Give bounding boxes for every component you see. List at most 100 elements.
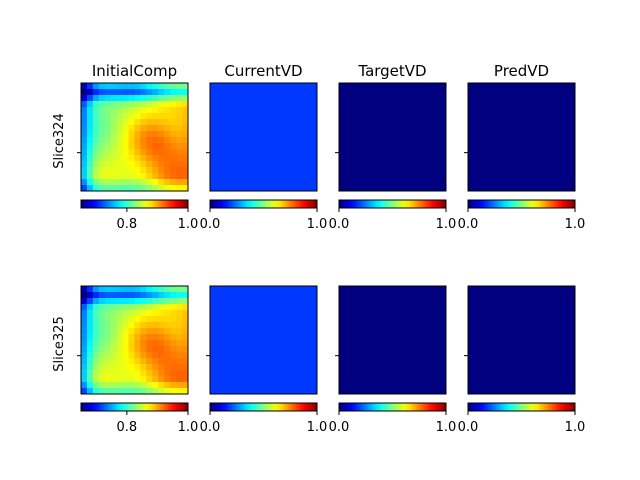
heatmap-cell [104, 125, 112, 132]
heatmap-cell [146, 125, 153, 132]
heatmap-cell [128, 167, 135, 174]
heatmap-cell [182, 131, 189, 138]
heatmap-cell [158, 89, 165, 96]
heatmap-cell [98, 101, 106, 108]
heatmap-cell [81, 143, 88, 150]
heatmap-cell [164, 173, 171, 180]
heatmap-cell [98, 95, 106, 102]
heatmap-cell [104, 113, 112, 120]
heatmap-cell [122, 358, 129, 365]
heatmap-cell [92, 125, 100, 132]
heatmap-cell [152, 298, 159, 305]
heatmap-cell [140, 119, 147, 126]
heatmap-cell [98, 286, 106, 293]
heatmap-cell [98, 304, 106, 311]
heatmap-cell [164, 304, 171, 311]
heatmap-cell [92, 292, 100, 299]
heatmap-cell [116, 334, 124, 341]
heatmap-cell [158, 352, 165, 359]
heatmap-cell [116, 364, 124, 371]
heatmap-cell [128, 107, 135, 114]
heatmap-cell [92, 113, 100, 120]
heatmap-cell [146, 382, 153, 389]
heatmap-cell [158, 137, 165, 144]
heatmap-cell [104, 149, 112, 156]
heatmap-cell [86, 161, 94, 168]
heatmap-cell [182, 364, 189, 371]
panel-r1-c1: 0.0 1.0 [200, 285, 328, 435]
heatmap-cell [134, 340, 141, 347]
heatmap-cell [110, 316, 118, 323]
heatmap-cell [92, 376, 100, 383]
heatmap-cell [86, 119, 94, 126]
heatmap-cell [164, 101, 171, 108]
heatmap-cell [146, 119, 153, 126]
heatmap-cell [92, 89, 100, 96]
heatmap-cell [104, 137, 112, 144]
heatmap-cell [140, 370, 147, 377]
heatmap-cell [134, 328, 141, 335]
heatmap-cell [116, 89, 124, 96]
heatmap-cell [86, 89, 94, 96]
heatmap-cell [86, 125, 94, 132]
heatmap-cell [81, 137, 88, 144]
heatmap-cell [98, 298, 106, 305]
heatmap-cell [152, 113, 159, 120]
colorbar-tick-label: 1.0 [307, 420, 328, 435]
heatmap-cell [92, 382, 100, 389]
heatmap-cell [170, 298, 177, 305]
heatmap-cell [182, 370, 189, 377]
heatmap-cell [110, 179, 118, 186]
heatmap-cell [98, 107, 106, 114]
heatmap-cell [146, 113, 153, 120]
colorbar [80, 402, 189, 412]
heatmap-cell [92, 83, 100, 90]
heatmap-cell [170, 352, 177, 359]
heatmap-cell [81, 185, 88, 192]
heatmap-cell [134, 107, 141, 114]
heatmap-cell [164, 119, 171, 126]
heatmap-cell [116, 370, 124, 377]
heatmap-cell [134, 322, 141, 329]
heatmap-cell [182, 298, 189, 305]
heatmap-cell [140, 179, 147, 186]
heatmap-cell [110, 143, 118, 150]
heatmap-cell [146, 316, 153, 323]
heatmap-cell [116, 107, 124, 114]
heatmap-cell [134, 179, 141, 186]
heatmap-cell [176, 304, 183, 311]
heatmap-cell [134, 149, 141, 156]
heatmap-cell [86, 286, 94, 293]
heatmap-cell [146, 304, 153, 311]
axes-frame [209, 285, 318, 395]
heatmap-cell [116, 304, 124, 311]
heatmap-cell [81, 382, 88, 389]
heatmap-cell [164, 310, 171, 317]
heatmap-cell [104, 388, 112, 395]
heatmap-cell [81, 131, 88, 138]
colorbar [467, 199, 576, 209]
heatmap-cell [122, 328, 129, 335]
heatmap-cell [146, 83, 153, 90]
heatmap-cell [182, 143, 189, 150]
heatmap-cell [116, 131, 124, 138]
heatmap-cell [128, 304, 135, 311]
heatmap-cell [128, 179, 135, 186]
heatmap-cell [104, 364, 112, 371]
heatmap-cell [152, 328, 159, 335]
heatmap-cell [176, 119, 183, 126]
heatmap-cell [86, 346, 94, 353]
heatmap-cell [170, 286, 177, 293]
heatmap-cell [176, 89, 183, 96]
heatmap-cell [81, 340, 88, 347]
heatmap-cell [152, 179, 159, 186]
heatmap-cell [122, 155, 129, 162]
heatmap-cell [98, 334, 106, 341]
heatmap-cell [98, 376, 106, 383]
heatmap-cell [128, 185, 135, 192]
heatmap-cell [110, 155, 118, 162]
colorbar [80, 199, 189, 209]
heatmap-cell [152, 364, 159, 371]
heatmap-cell [176, 298, 183, 305]
heatmap-cell [110, 101, 118, 108]
